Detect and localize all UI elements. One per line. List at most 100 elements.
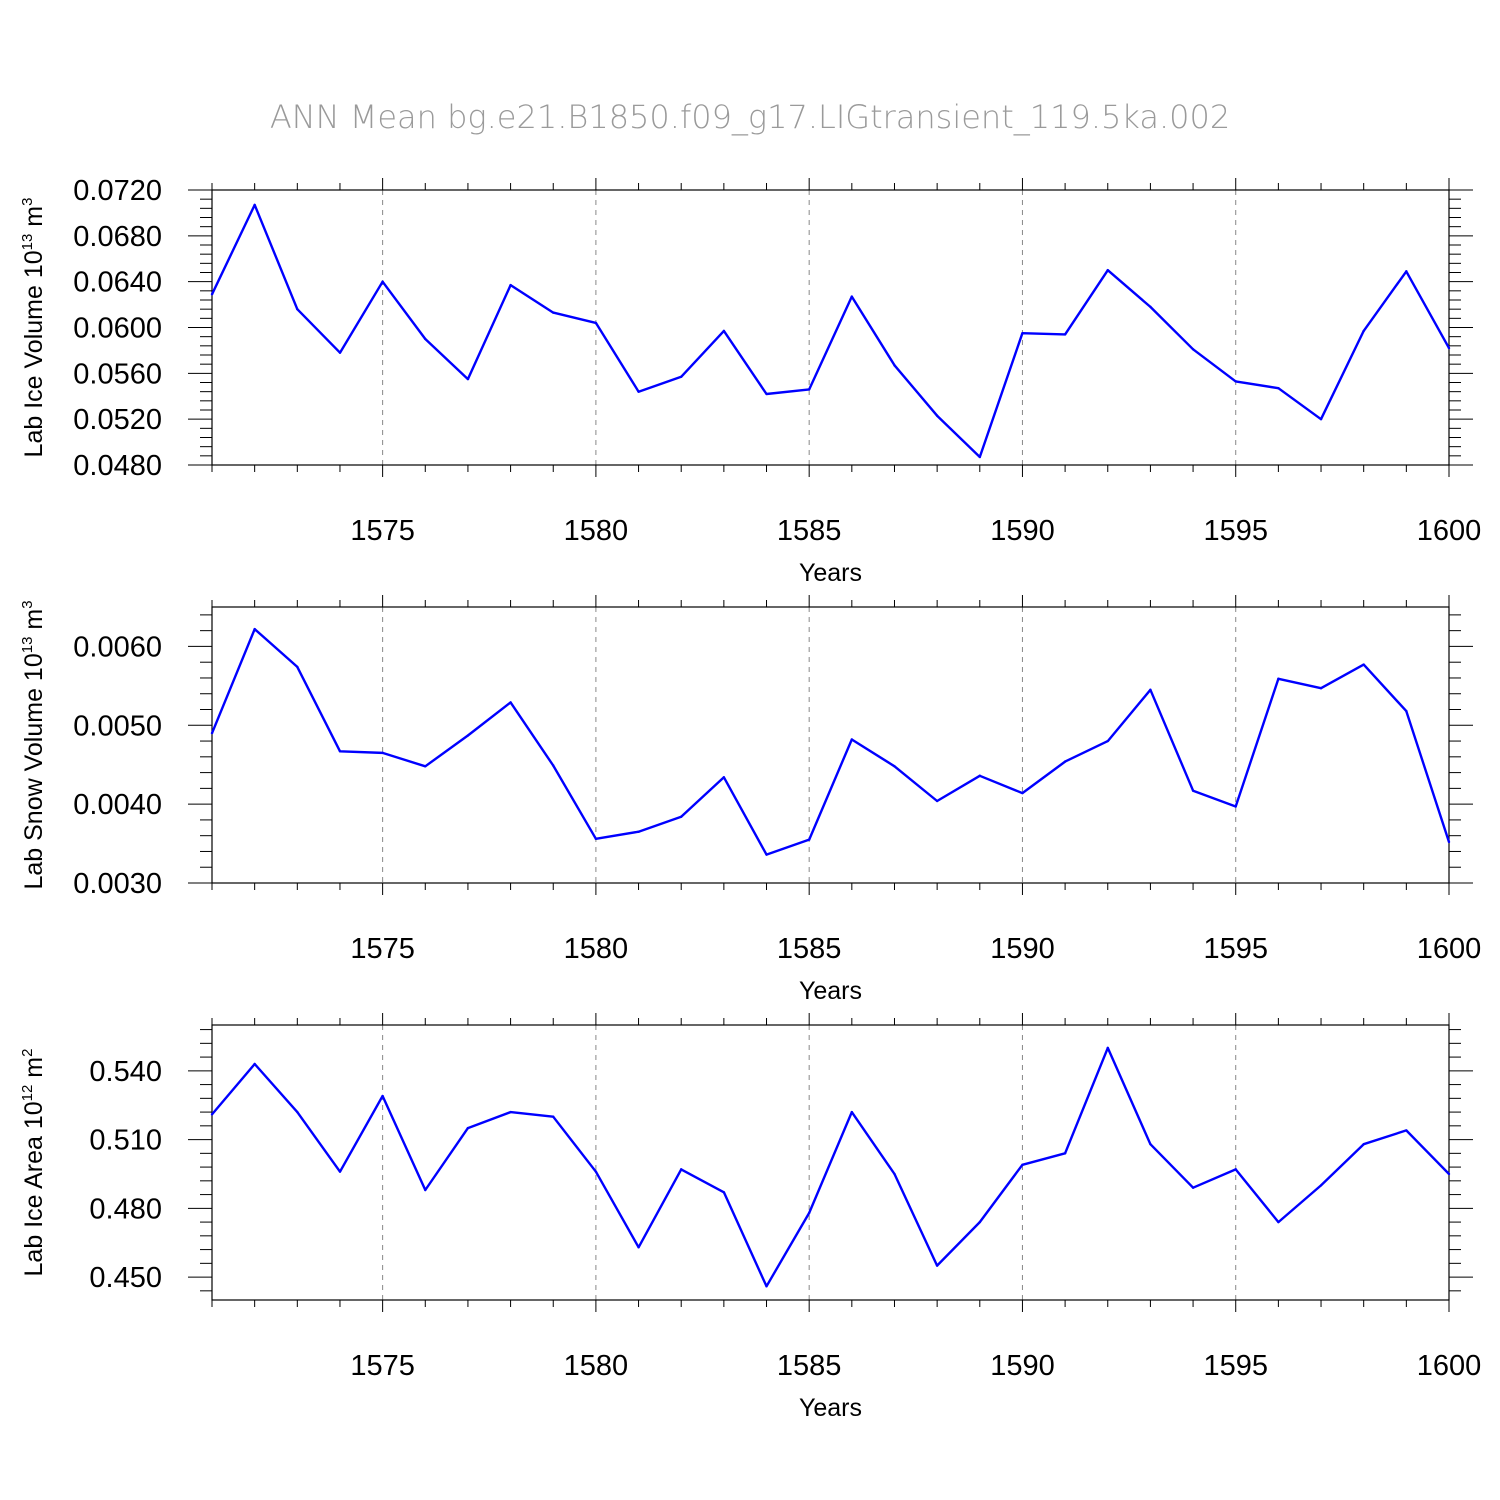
data-point (722, 1191, 726, 1194)
data-point (552, 764, 555, 767)
data-point (253, 1062, 256, 1066)
data-point (1319, 1184, 1323, 1187)
data-point (1447, 346, 1451, 350)
x-axis-label: Years (799, 559, 862, 587)
data-point (807, 1211, 811, 1215)
data-point (1191, 348, 1195, 351)
data-point (637, 390, 640, 393)
data-point (637, 1246, 640, 1249)
y-tick-label: 0.0060 (73, 631, 162, 663)
x-tick-label: 1590 (990, 1350, 1055, 1382)
data-point (424, 765, 427, 768)
data-point (1106, 269, 1109, 272)
data-point (1234, 805, 1237, 808)
data-point (1063, 333, 1067, 336)
data-point (296, 1110, 299, 1114)
y-tick-label: 0.0600 (73, 313, 162, 345)
data-point (893, 765, 896, 768)
data-point (1277, 387, 1280, 390)
data-point (722, 776, 726, 779)
data-point (1234, 380, 1237, 383)
data-point (509, 1110, 512, 1114)
data-point (1447, 1172, 1451, 1176)
data-point (1362, 663, 1365, 666)
data-point (466, 1126, 470, 1130)
y-tick-label: 0.0720 (73, 175, 162, 207)
data-point (210, 1113, 214, 1116)
y-tick-label: 0.480 (89, 1193, 162, 1225)
x-tick-label: 1580 (564, 933, 629, 965)
data-point (935, 414, 939, 417)
y-tick-label: 0.0680 (73, 221, 162, 253)
x-tick-label: 1595 (1203, 1350, 1268, 1382)
y-tick-label: 0.0040 (73, 789, 162, 821)
y-tick-label: 0.450 (89, 1262, 162, 1294)
data-point (680, 375, 683, 378)
data-point (1063, 760, 1067, 763)
data-point (210, 731, 214, 735)
data-point (722, 329, 726, 333)
data-point (1277, 677, 1280, 680)
y-tick-label: 0.0050 (73, 710, 162, 742)
x-tick-label: 1575 (350, 1350, 415, 1382)
x-tick-label: 1580 (564, 515, 629, 547)
x-tick-label: 1580 (564, 1350, 629, 1382)
data-point (893, 1172, 896, 1176)
series-line-2 (210, 627, 1451, 856)
data-point (807, 838, 811, 841)
data-point (381, 751, 384, 755)
data-point (1021, 1163, 1024, 1166)
data-point (424, 1188, 427, 1192)
data-point (1106, 1046, 1109, 1050)
data-point (1405, 270, 1408, 273)
data-point (765, 1285, 768, 1288)
data-point (466, 734, 470, 737)
x-tick-label: 1600 (1417, 1350, 1482, 1382)
y-tick-label: 0.540 (89, 1056, 162, 1088)
data-point (1149, 1142, 1152, 1146)
chart-panel-3: 0.450 0.480 0.510 0.540 1575 1580 1585 1590 1595… (19, 1013, 1481, 1422)
data-point (850, 295, 854, 298)
y-tick-label: 0.0030 (73, 868, 162, 900)
data-point (509, 283, 512, 287)
y-axis-label: Lab Ice Volume 1013 m3 (19, 198, 48, 458)
x-axis-label: Years (799, 1394, 862, 1422)
plot-frame (211, 189, 1450, 466)
data-point (1191, 1186, 1195, 1189)
data-point (680, 815, 683, 818)
data-point (978, 1220, 981, 1224)
data-point (1106, 739, 1109, 743)
data-point (1191, 789, 1195, 792)
x-tick-label: 1575 (350, 515, 415, 547)
data-point (253, 627, 256, 631)
data-point (296, 665, 299, 669)
data-point (1319, 417, 1323, 421)
data-point (466, 377, 470, 381)
data-point (1319, 687, 1323, 690)
data-point (594, 837, 598, 841)
figure-title: ANN Mean bg.e21.B1850.f09_g17.LIGtransie… (270, 98, 1230, 136)
x-tick-label: 1590 (990, 933, 1055, 965)
data-point (1149, 305, 1152, 309)
data-point (338, 750, 342, 753)
x-tick-label: 1585 (777, 1350, 842, 1382)
data-point (1362, 1142, 1365, 1146)
x-tick-label: 1590 (990, 515, 1055, 547)
data-point (765, 853, 768, 856)
data-point (978, 774, 981, 777)
y-tick-label: 0.510 (89, 1125, 162, 1157)
y-axis-label: Lab Ice Area 1012 m2 (19, 1049, 48, 1277)
data-point (1405, 709, 1408, 713)
data-point (680, 1168, 683, 1171)
data-point (210, 293, 214, 296)
data-point (935, 1264, 939, 1267)
data-point (1234, 1168, 1237, 1171)
data-point (424, 337, 427, 341)
x-axis-label: Years (799, 977, 862, 1005)
x-tick-label: 1600 (1417, 933, 1482, 965)
chart-panel-2: 0.0030 0.0040 0.0050 0.0060 1575 1580 1585 1590… (19, 595, 1481, 1005)
data-point (978, 455, 981, 459)
data-point (338, 1170, 342, 1173)
data-point (509, 701, 512, 704)
